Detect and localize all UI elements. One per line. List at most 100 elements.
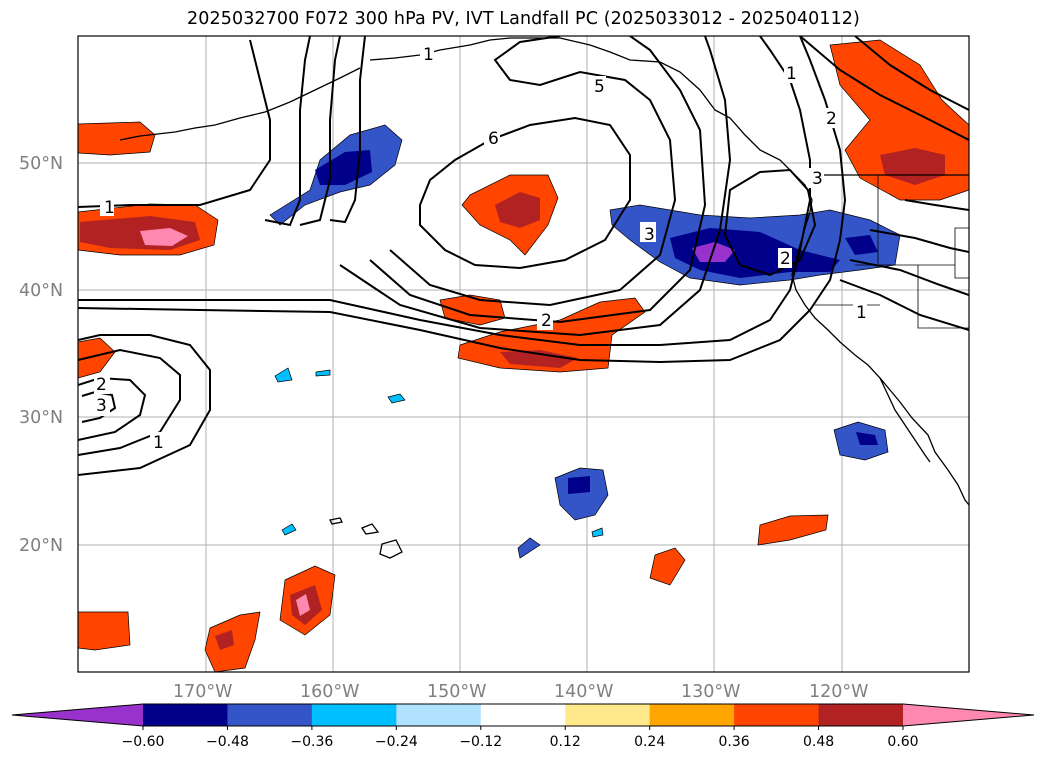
colorbar-ticks: −0.60 −0.48 −0.36 −0.24 −0.12 0.12 0.24 0.36 0.4… [122,726,919,750]
colorbar-extend-high [903,704,1034,726]
contour-label: 3 [812,169,823,189]
colorbar-cell [734,704,820,726]
anomaly-31n [387,393,406,404]
contour-east-2 [849,259,969,296]
contour-6 [419,116,631,270]
lat-label: 50°N [19,154,63,174]
contour-label: 5 [594,77,605,97]
colorbar-cell [143,704,228,726]
longitude-labels: 170°W 160°W 150°W 140°W 130°W 120°W [173,682,868,702]
contour-sw-1 [78,348,181,456]
alaska-coast [369,37,813,213]
contour-label: 3 [644,225,655,245]
colorbar-tick-label: 0.12 [550,734,581,750]
lon-label: 160°W [300,682,359,702]
anomaly-west-35n [78,337,116,379]
pv-contours [78,36,969,476]
contour-east-1 [839,279,969,331]
contour-label: 6 [488,129,499,149]
contour-east-loop [723,168,817,277]
anomaly-center-46n-core [495,192,540,228]
latitude-labels: 50°N 40°N 30°N 20°N [19,154,63,556]
map-plot-area: 1 2 3 5 6 1 2 3 1 2 3 1 1 2 [78,36,969,672]
anomaly-22n-east [757,514,829,546]
colorbar-tick-label: 0.24 [634,734,665,750]
negative-pv-anomalies [269,124,901,559]
contour-2-mid [78,36,811,346]
contour-east-4 [904,199,969,211]
colorbar-cell [480,704,566,726]
lon-label: 140°W [554,682,613,702]
anomaly-35n-band-core [500,350,578,368]
anomaly-20n [517,537,541,559]
anomaly-25n [554,467,609,521]
colorbar-cell [396,704,482,726]
contour-sw-3 [78,334,211,476]
contour-label: 1 [856,303,867,323]
contour-label-group: 1 2 3 5 6 1 2 3 1 2 3 1 1 2 [94,45,867,453]
contour-outer-2 [264,36,311,227]
map-frame [77,35,970,673]
lat-label: 20°N [19,536,63,556]
colorbar-cell [649,704,735,726]
contour-3 [339,36,732,337]
lon-label: 130°W [681,682,740,702]
contour-east-3 [869,229,969,253]
colorbar-cell [227,704,313,726]
contour-outer-4 [329,36,366,224]
contour-1-mid [78,36,847,364]
anomaly-baja-core [856,432,878,445]
contour-label: 2 [780,249,791,269]
lat-label: 30°N [19,408,63,428]
north-america-west-coast [791,211,969,506]
contour-label: 2 [826,109,837,129]
anomaly-21n-a [281,523,297,536]
anomaly-northeast-core [880,148,945,185]
colorbar-tick-label: −0.24 [375,734,418,750]
colorbar-tick-label: 0.60 [887,734,918,750]
contour-label: 2 [541,311,552,331]
contour-label: 1 [153,433,164,453]
anomaly-trough-east-core [845,235,878,255]
colorbar-tick-label: −0.36 [290,734,333,750]
anomaly-21n-b [591,527,604,538]
contour-4 [369,36,707,324]
contour-label: 1 [104,198,115,218]
colorbar-tick-label: 0.48 [803,734,834,750]
anomaly-38n-left [439,294,506,326]
lat-label: 40°N [19,281,63,301]
hawaiian-island-b [361,523,380,535]
contour-northeast-2 [854,36,969,111]
anomaly-33n-b [315,369,331,377]
positive-pv-anomalies [78,39,969,672]
colorbar-cell [818,704,904,726]
anomaly-33n-a [274,367,293,383]
contour-5 [389,36,677,307]
colorbar-tick-label: 0.36 [719,734,750,750]
colorbar-cell [565,704,651,726]
colorbar-cell [311,704,397,726]
contour-label: 3 [96,396,107,416]
aleutian-islands [119,67,361,141]
anomaly-west-45n-peak [140,228,188,246]
lon-label: 120°W [809,682,868,702]
contour-sw-2 [78,376,147,441]
anomaly-25n-core [568,476,590,494]
anomaly-northwest [78,121,156,156]
baja-california [879,377,931,463]
colorbar-tick-label: −0.12 [459,734,502,750]
contour-label: 1 [423,45,434,65]
colorbar-tick-label: −0.60 [122,734,165,750]
contour-label: 2 [96,375,107,395]
anomaly-pacific-trough-core [670,228,840,278]
coastlines [119,37,969,559]
anomaly-12n-core [215,630,234,650]
anomaly-15n-hawaii-peak [296,594,310,616]
colorbar-extend-low [12,704,143,726]
contour-northeast-1 [799,36,969,141]
contour-1-west [78,39,271,208]
anomaly-west-45n-core [80,216,200,250]
hawaiian-island-c [379,539,403,559]
political-boundaries [815,175,969,329]
hawaiian-island-a [329,517,343,525]
